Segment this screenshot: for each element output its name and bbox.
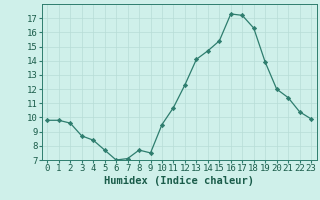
X-axis label: Humidex (Indice chaleur): Humidex (Indice chaleur) — [104, 176, 254, 186]
